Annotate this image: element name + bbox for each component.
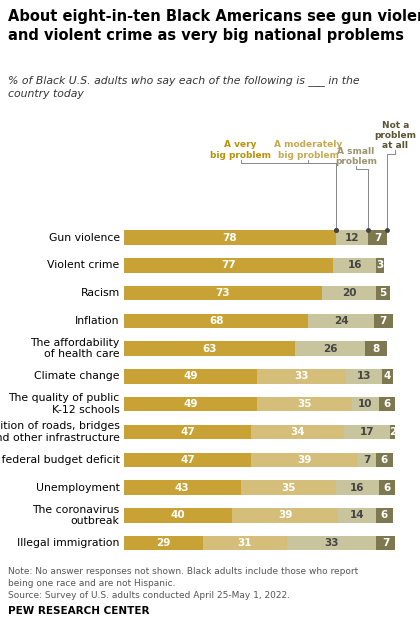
Text: 14: 14	[350, 510, 365, 520]
Text: 49: 49	[183, 399, 198, 409]
Text: 8: 8	[373, 344, 380, 354]
Bar	[232, 508, 339, 522]
Text: 4: 4	[383, 371, 391, 381]
Text: 24: 24	[334, 316, 348, 326]
Text: 33: 33	[294, 371, 309, 381]
Text: 77: 77	[221, 260, 236, 270]
Text: 40: 40	[171, 510, 186, 520]
Text: PEW RESEARCH CENTER: PEW RESEARCH CENTER	[8, 606, 150, 616]
Bar	[124, 424, 252, 439]
Bar	[376, 508, 393, 522]
Bar	[252, 424, 344, 439]
Text: 68: 68	[209, 316, 223, 326]
Bar	[339, 508, 376, 522]
Text: 20: 20	[342, 288, 357, 298]
Text: 6: 6	[383, 399, 391, 409]
Bar	[333, 258, 376, 273]
Text: 47: 47	[180, 427, 195, 437]
Bar	[257, 397, 352, 411]
Bar	[124, 342, 295, 356]
Text: 17: 17	[360, 427, 374, 437]
Text: 5: 5	[380, 288, 387, 298]
Text: 78: 78	[223, 233, 237, 243]
Bar	[124, 453, 252, 467]
Bar	[124, 480, 241, 495]
Bar	[124, 258, 333, 273]
Bar	[124, 536, 202, 551]
Bar	[252, 453, 357, 467]
Text: 2: 2	[389, 427, 396, 437]
Bar	[376, 536, 395, 551]
Text: About eight-in-ten Black Americans see gun violence
and violent crime as very bi: About eight-in-ten Black Americans see g…	[8, 9, 420, 43]
Text: 29: 29	[156, 538, 171, 548]
Bar	[376, 453, 393, 467]
Text: A small
problem: A small problem	[335, 147, 377, 166]
Text: 7: 7	[379, 316, 387, 326]
Text: 6: 6	[381, 455, 388, 465]
Bar	[124, 286, 322, 300]
Bar	[336, 480, 379, 495]
Bar	[124, 397, 257, 411]
Bar	[365, 342, 387, 356]
Text: 33: 33	[324, 538, 339, 548]
Bar	[257, 369, 346, 384]
Bar	[346, 369, 382, 384]
Bar	[295, 342, 365, 356]
Text: 49: 49	[183, 371, 198, 381]
Text: 43: 43	[175, 483, 189, 493]
Text: 39: 39	[278, 510, 293, 520]
Text: 34: 34	[290, 427, 305, 437]
Bar	[357, 453, 376, 467]
Text: 6: 6	[381, 510, 388, 520]
Text: 31: 31	[237, 538, 252, 548]
Text: 47: 47	[180, 455, 195, 465]
Bar	[124, 314, 308, 328]
Text: 7: 7	[382, 538, 389, 548]
Bar	[124, 230, 336, 245]
Bar	[287, 536, 376, 551]
Text: 10: 10	[358, 399, 373, 409]
Text: Not a
problem
at all: Not a problem at all	[374, 120, 416, 150]
Text: 13: 13	[357, 371, 371, 381]
Text: 39: 39	[297, 455, 312, 465]
Bar	[390, 424, 395, 439]
Text: 16: 16	[350, 483, 365, 493]
Text: 16: 16	[347, 260, 362, 270]
Text: 7: 7	[374, 233, 381, 243]
Text: 7: 7	[363, 455, 370, 465]
Bar	[202, 536, 287, 551]
Text: Note: No answer responses not shown. Black adults include those who report
being: Note: No answer responses not shown. Bla…	[8, 567, 359, 600]
Bar	[379, 397, 395, 411]
Text: 6: 6	[383, 483, 391, 493]
Bar	[376, 258, 384, 273]
Bar	[124, 369, 257, 384]
Text: 12: 12	[345, 233, 359, 243]
Bar	[308, 314, 374, 328]
Bar	[374, 314, 393, 328]
Text: A moderately
big problem: A moderately big problem	[274, 140, 343, 160]
Bar	[376, 286, 390, 300]
Text: 35: 35	[297, 399, 312, 409]
Bar	[344, 424, 390, 439]
Text: 63: 63	[202, 344, 217, 354]
Bar	[241, 480, 336, 495]
Bar	[368, 230, 387, 245]
Text: % of Black U.S. adults who say each of the following is ___ in the
country today: % of Black U.S. adults who say each of t…	[8, 75, 360, 99]
Bar	[124, 508, 232, 522]
Bar	[379, 480, 395, 495]
Text: 3: 3	[377, 260, 384, 270]
Text: A very
big problem: A very big problem	[210, 140, 271, 160]
Text: 26: 26	[323, 344, 337, 354]
Text: 35: 35	[281, 483, 295, 493]
Bar	[382, 369, 393, 384]
Bar	[336, 230, 368, 245]
Bar	[322, 286, 376, 300]
Bar	[352, 397, 379, 411]
Text: 73: 73	[215, 288, 230, 298]
